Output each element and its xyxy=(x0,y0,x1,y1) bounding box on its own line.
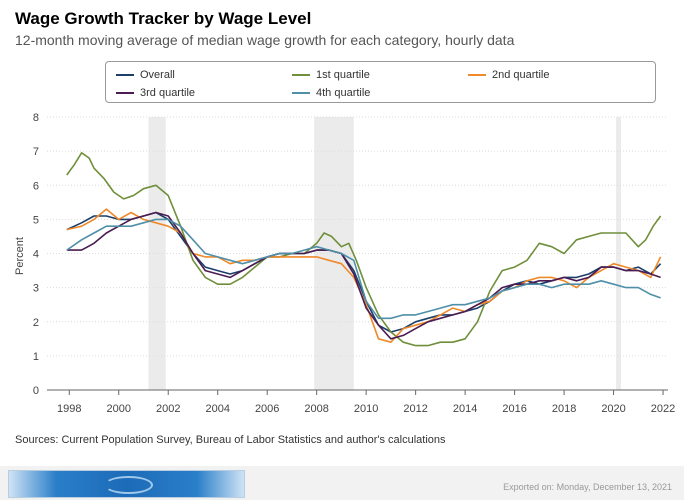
legend-item-q2[interactable]: 2nd quartile xyxy=(468,69,550,81)
y-tick-label-2: 2 xyxy=(33,317,39,329)
recession-band-0 xyxy=(148,117,166,390)
y-tick-label-1: 1 xyxy=(33,351,39,363)
x-tick-label-10: 2018 xyxy=(552,403,576,415)
legend-label-q3: 3rd quartile xyxy=(140,87,196,99)
x-tick-label-7: 2012 xyxy=(403,403,427,415)
legend-item-q3[interactable]: 3rd quartile xyxy=(116,87,195,99)
legend-item-q4[interactable]: 4th quartile xyxy=(292,87,370,99)
x-tick-label-2: 2002 xyxy=(156,403,180,415)
series-lines xyxy=(66,152,662,347)
x-tick-label-12: 2022 xyxy=(651,403,675,415)
legend-item-q1[interactable]: 1st quartile xyxy=(292,69,370,81)
y-tick-label-0: 0 xyxy=(33,385,39,397)
y-tick-label-5: 5 xyxy=(33,214,39,226)
legend-label-overall: Overall xyxy=(140,69,175,81)
legend-swatch-q3 xyxy=(116,92,134,94)
axes: 0 1 2 3 4 5 6 7 8 1998 2000 2002 2004 2006 2008 2010 201… xyxy=(33,112,675,415)
legend-swatch-q1 xyxy=(292,74,310,76)
y-tick-label-4: 4 xyxy=(33,249,39,261)
y-axis-label: Percent xyxy=(14,237,26,275)
chart-legend: Overall 1st quartile 2nd quartile 3rd qu… xyxy=(105,61,656,103)
x-tick-label-6: 2010 xyxy=(354,403,378,415)
source-note: Sources: Current Population Survey, Bure… xyxy=(15,434,446,446)
x-tick-label-1: 2000 xyxy=(107,403,131,415)
x-tick-label-5: 2008 xyxy=(304,403,328,415)
legend-label-q1: 1st quartile xyxy=(316,69,370,81)
x-tick-label-0: 1998 xyxy=(57,403,81,415)
recession-bands xyxy=(148,117,621,390)
chart-subtitle: 12-month moving average of median wage g… xyxy=(15,32,515,48)
grid-lines xyxy=(47,116,668,391)
legend-swatch-overall xyxy=(116,74,134,76)
series-line-q2 xyxy=(66,208,662,344)
legend-swatch-q2 xyxy=(468,74,486,76)
y-tick-label-7: 7 xyxy=(33,146,39,158)
series-line-q4 xyxy=(66,218,661,320)
recession-band-2 xyxy=(616,117,621,390)
chart-title: Wage Growth Tracker by Wage Level xyxy=(15,9,312,28)
x-tick-label-9: 2016 xyxy=(502,403,526,415)
x-tick-label-8: 2014 xyxy=(453,403,477,415)
x-tick-label-11: 2020 xyxy=(601,403,625,415)
export-date: Exported on: Monday, December 13, 2021 xyxy=(503,482,672,492)
bank-logo xyxy=(8,470,245,498)
series-line-q1 xyxy=(66,152,662,347)
y-tick-label-6: 6 xyxy=(33,180,39,192)
legend-item-overall[interactable]: Overall xyxy=(116,69,175,81)
logo-mark-icon xyxy=(104,476,153,494)
x-tick-label-4: 2006 xyxy=(255,403,279,415)
y-tick-label-3: 3 xyxy=(33,283,39,295)
y-tick-label-8: 8 xyxy=(33,112,39,124)
legend-label-q4: 4th quartile xyxy=(316,87,371,99)
line-chart: 0 1 2 3 4 5 6 7 8 1998 2000 2002 2004 2006 2008 2010 201… xyxy=(14,112,675,415)
series-line-q3 xyxy=(66,211,661,340)
legend-label-q2: 2nd quartile xyxy=(492,69,550,81)
legend-swatch-q4 xyxy=(292,92,310,94)
x-tick-label-3: 2004 xyxy=(205,403,229,415)
